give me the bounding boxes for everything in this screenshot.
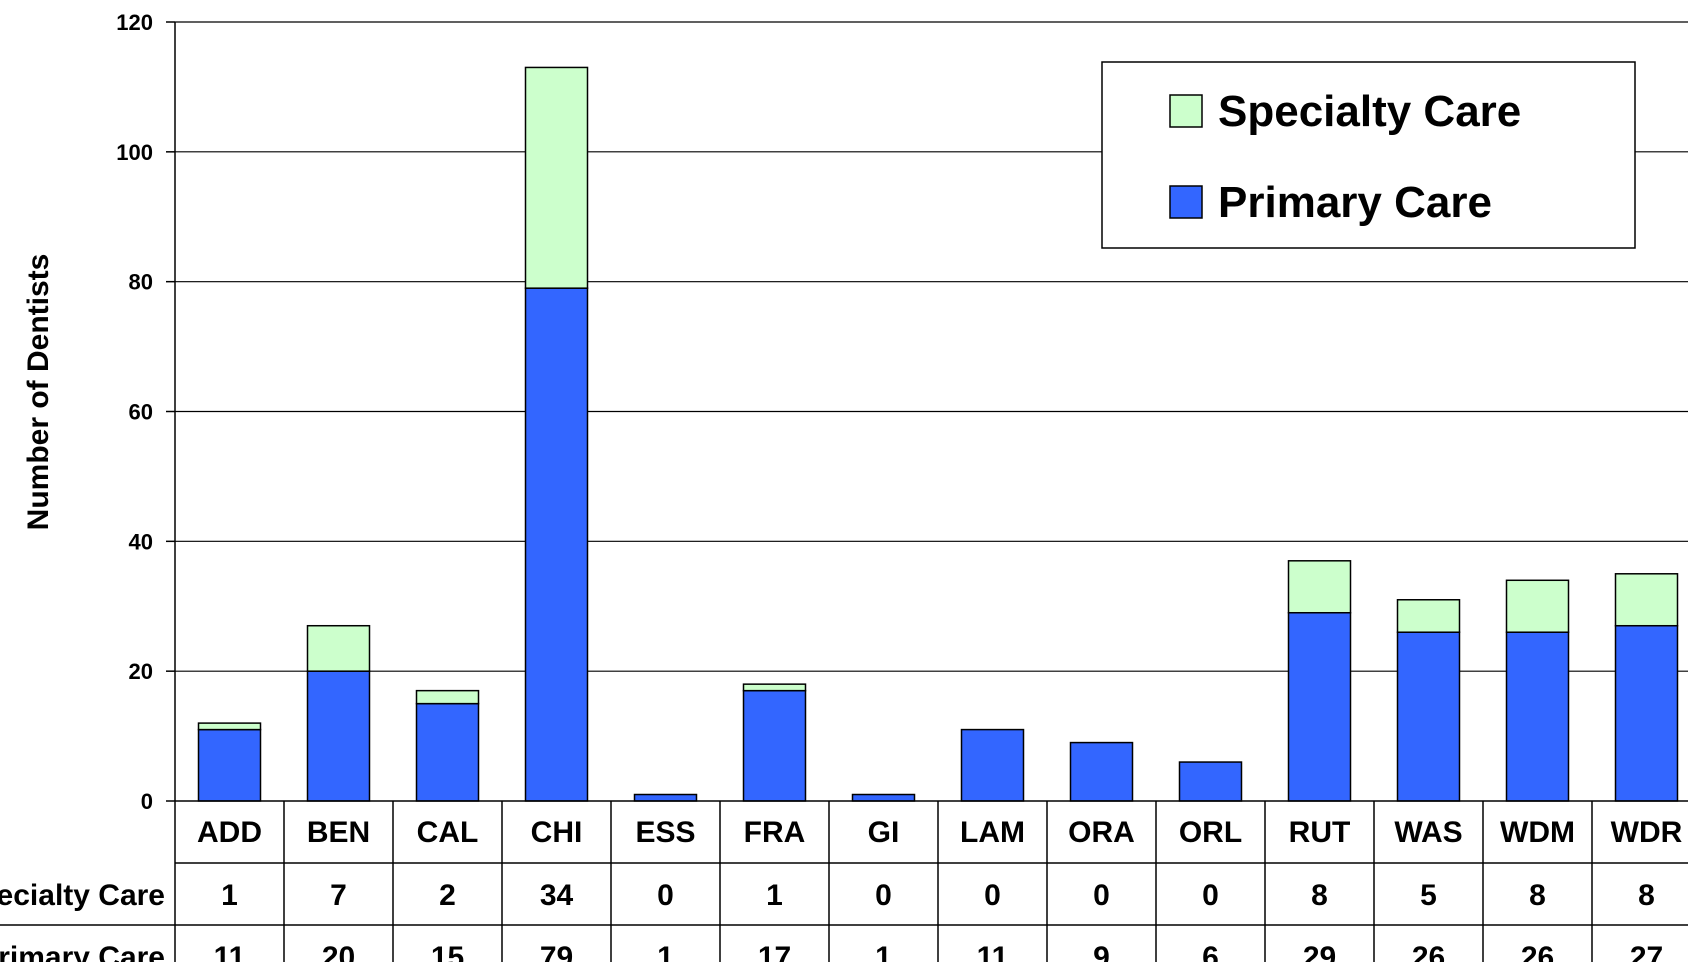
table-cell-primary-care-was: 26: [1412, 941, 1445, 962]
category-label-lam: LAM: [960, 816, 1025, 849]
bar-primary-care-was: [1396, 631, 1461, 802]
y-tick-label: 0: [141, 789, 153, 814]
table-cell-specialty-care-orl: 0: [1202, 879, 1219, 912]
legend-label-specialty-care: Specialty Care: [1218, 87, 1521, 136]
bar-specialty-care-rut: [1287, 560, 1352, 614]
category-label-wdm: WDM: [1500, 816, 1575, 849]
table-cell-primary-care-cal: 15: [431, 941, 464, 962]
y-tick-label: 80: [129, 270, 153, 295]
category-label-gi: GI: [868, 816, 900, 849]
bar-specialty-care-ben: [306, 624, 371, 672]
table-cell-specialty-care-cal: 2: [439, 879, 456, 912]
category-label-add: ADD: [197, 816, 262, 849]
table-cell-primary-care-ess: 1: [657, 941, 674, 962]
y-tick-label: 60: [129, 400, 153, 425]
category-label-rut: RUT: [1289, 816, 1351, 849]
legend-swatch-primary-care: [1169, 185, 1203, 219]
table-cell-specialty-care-ora: 0: [1093, 879, 1110, 912]
category-label-orl: ORL: [1179, 816, 1242, 849]
table-cell-specialty-care-wdm: 8: [1529, 879, 1546, 912]
bar-specialty-care-was: [1396, 599, 1461, 633]
legend-label-primary-care: Primary Care: [1218, 178, 1492, 227]
bar-primary-care-wdr: [1614, 624, 1679, 802]
bar-specialty-care-add: [197, 722, 262, 731]
table-cell-primary-care-add: 11: [214, 941, 246, 962]
bar-specialty-care-wdm: [1505, 579, 1570, 633]
bar-primary-care-ess: [633, 793, 698, 802]
table-cell-specialty-care-was: 5: [1420, 879, 1437, 912]
bar-primary-care-fra: [742, 689, 807, 802]
table-cell-specialty-care-wdr: 8: [1638, 879, 1655, 912]
category-label-ess: ESS: [635, 816, 695, 849]
y-tick-label: 100: [116, 140, 153, 165]
bar-primary-care-ben: [306, 670, 371, 802]
table-cell-primary-care-fra: 17: [758, 941, 791, 962]
table-cell-primary-care-wdr: 27: [1630, 941, 1663, 962]
bar-primary-care-orl: [1178, 761, 1243, 802]
bar-primary-care-lam: [960, 728, 1025, 802]
category-label-ora: ORA: [1068, 816, 1135, 849]
category-label-ben: BEN: [307, 816, 370, 849]
category-label-cal: CAL: [417, 816, 479, 849]
bar-primary-care-wdm: [1505, 631, 1570, 802]
bar-primary-care-cal: [415, 702, 480, 802]
table-cell-primary-care-chi: 79: [540, 941, 573, 962]
table-cell-specialty-care-gi: 0: [875, 879, 892, 912]
category-label-fra: FRA: [744, 816, 806, 849]
data-table: ADD BEN CAL CHI ESS FRA GI LAM ORA ORL RUT WAS WDM WD…: [0, 800, 1688, 962]
y-tick-label: 120: [116, 10, 153, 35]
table-cell-specialty-care-add: 1: [221, 879, 238, 912]
table-cell-specialty-care-rut: 8: [1311, 879, 1328, 912]
y-tick-label: 40: [129, 529, 153, 554]
y-tick-label: 20: [129, 659, 153, 684]
table-cell-primary-care-rut: 29: [1303, 941, 1336, 962]
category-label-chi: CHI: [531, 816, 583, 849]
table-row-label-primary-care: Primary Care: [0, 941, 165, 962]
table-cell-specialty-care-lam: 0: [984, 879, 1001, 912]
category-label-was: WAS: [1394, 816, 1462, 849]
legend-swatch-specialty-care: [1169, 94, 1203, 128]
table-cell-specialty-care-chi: 34: [540, 879, 574, 912]
bar-primary-care-gi: [851, 793, 916, 802]
bar-specialty-care-fra: [742, 683, 807, 692]
y-axis: 0 20 40 60 80 100 120: [116, 10, 176, 814]
table-cell-primary-care-ben: 20: [322, 941, 355, 962]
table-cell-primary-care-orl: 6: [1202, 941, 1219, 962]
legend: Specialty Care Primary Care: [1101, 61, 1636, 249]
bar-specialty-care-chi: [524, 66, 589, 289]
bar-primary-care-ora: [1069, 741, 1134, 802]
table-cell-primary-care-wdm: 26: [1521, 941, 1554, 962]
bars: [197, 66, 1679, 802]
bar-specialty-care-cal: [415, 689, 480, 705]
table-cell-specialty-care-ess: 0: [657, 879, 674, 912]
table-cell-primary-care-ora: 9: [1093, 941, 1110, 962]
table-cell-primary-care-lam: 11: [977, 941, 1009, 962]
table-cell-specialty-care-fra: 1: [766, 879, 783, 912]
bar-primary-care-chi: [524, 287, 589, 802]
table-cell-primary-care-gi: 1: [875, 941, 892, 962]
category-label-wdr: WDR: [1611, 816, 1683, 849]
bar-primary-care-rut: [1287, 611, 1352, 802]
y-axis-label: Number of Dentists: [22, 254, 55, 531]
bar-primary-care-add: [197, 728, 262, 802]
table-row-label-specialty-care: Specialty Care: [0, 879, 165, 912]
table-cell-specialty-care-ben: 7: [330, 879, 347, 912]
bar-specialty-care-wdr: [1614, 573, 1679, 627]
